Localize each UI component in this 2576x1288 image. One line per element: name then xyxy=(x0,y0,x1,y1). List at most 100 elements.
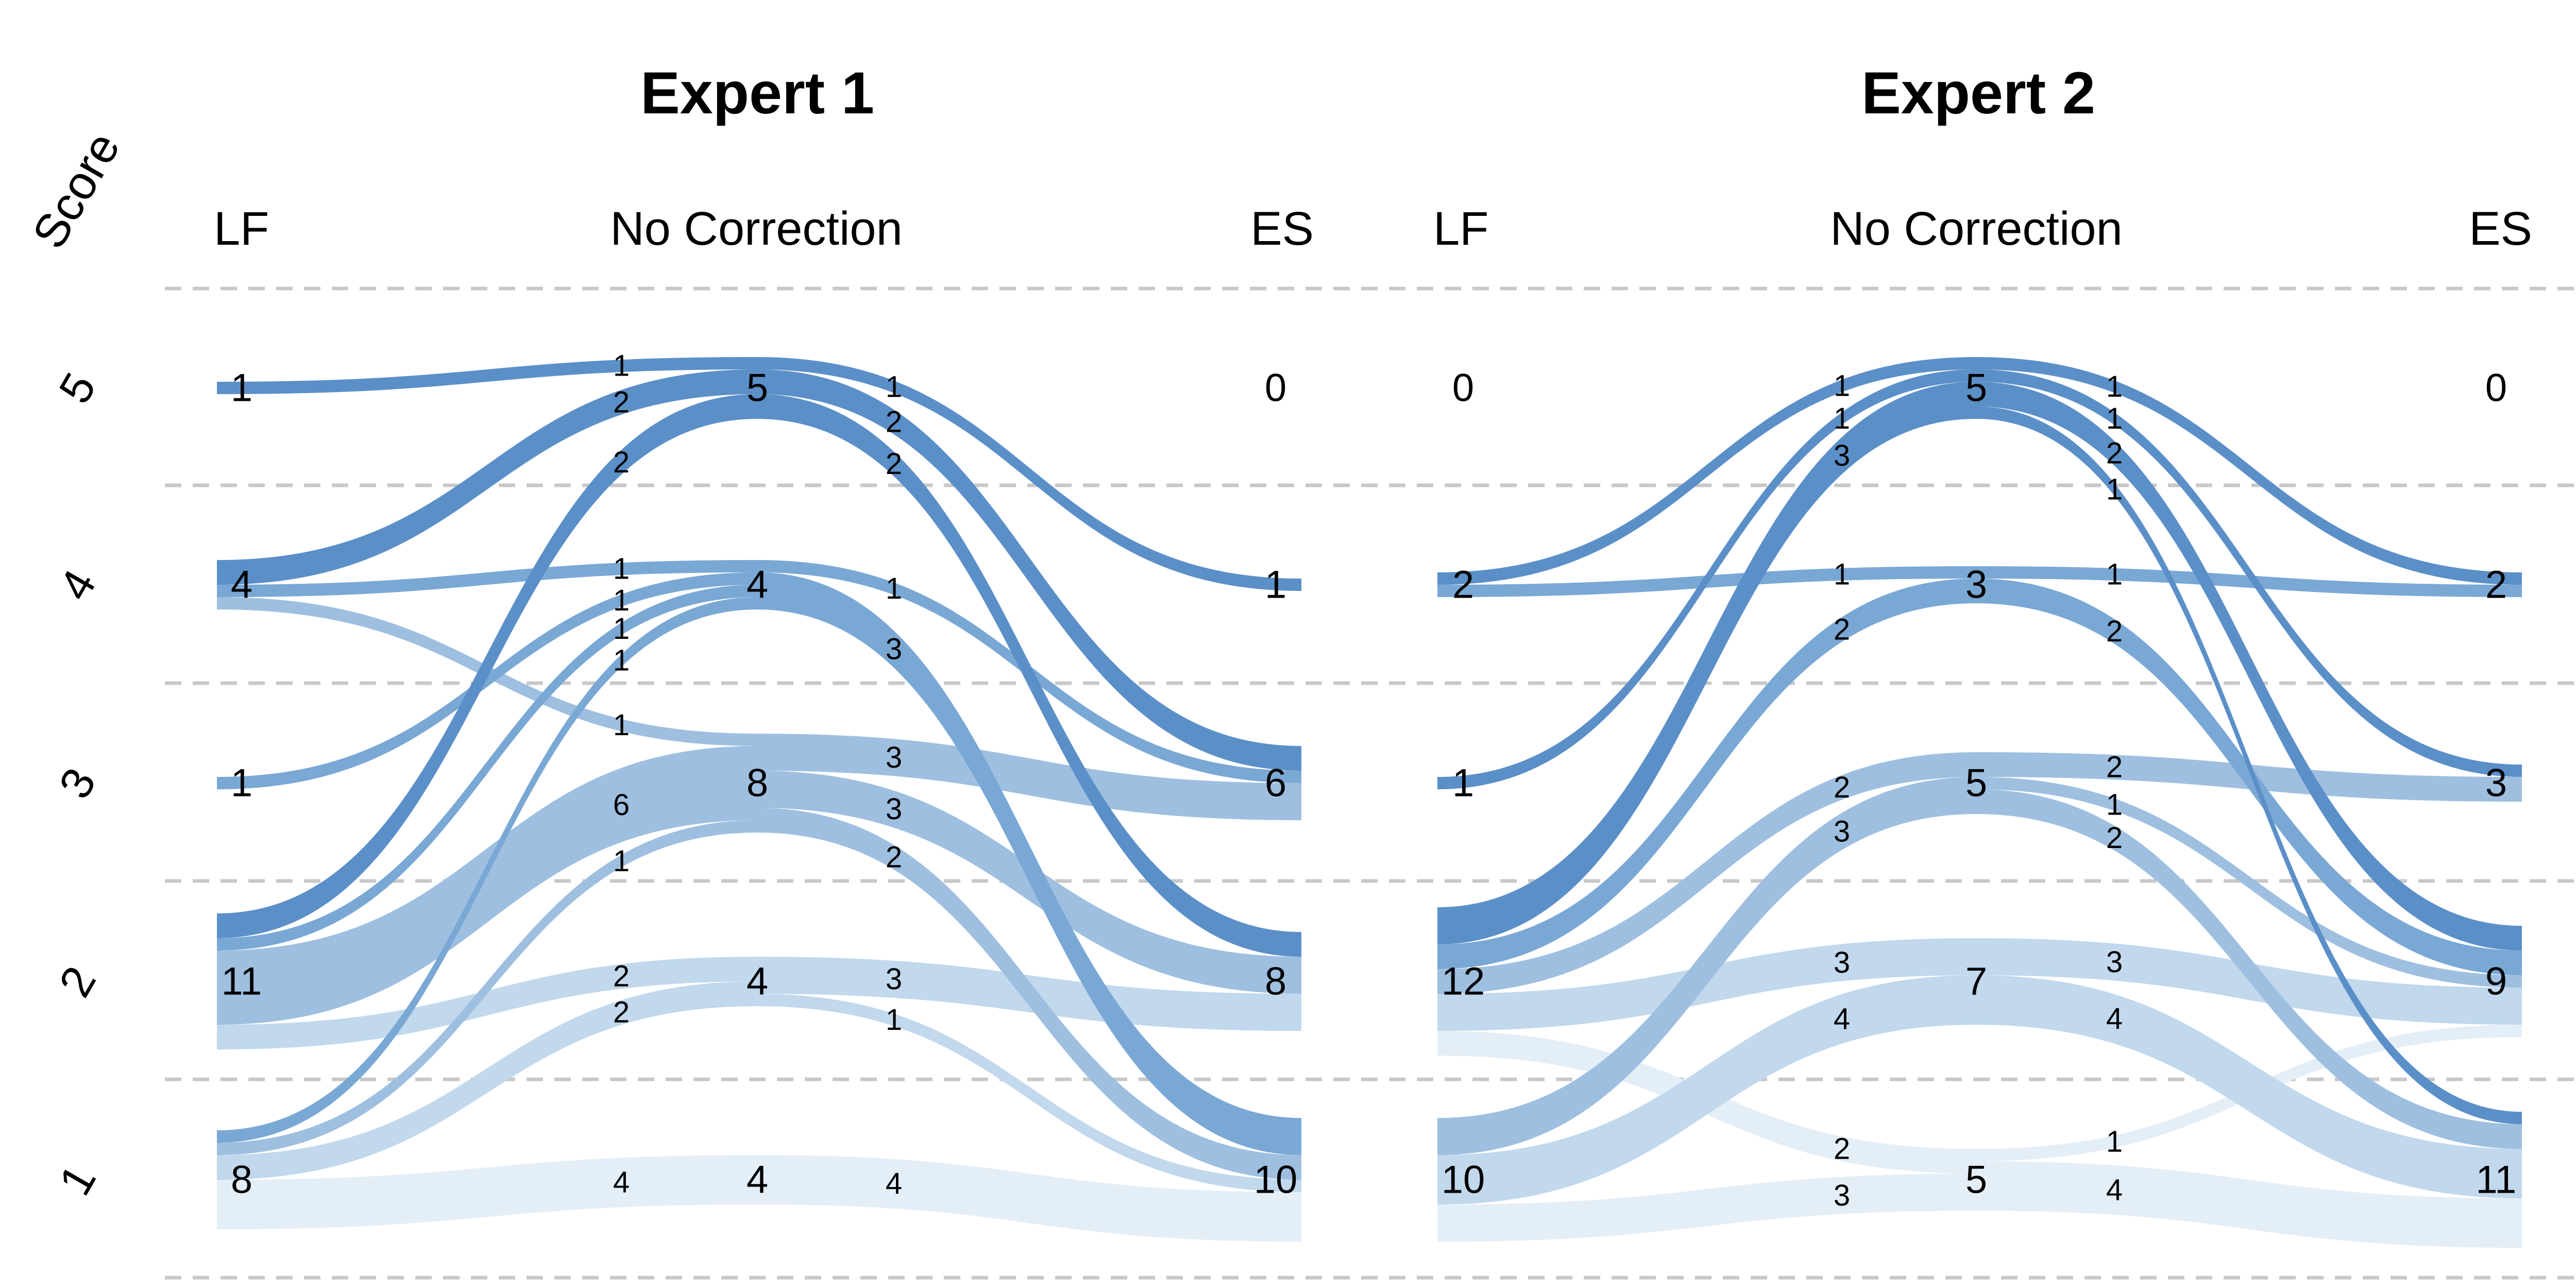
expert-1-col-lf: LF xyxy=(214,202,269,255)
expert-2-right-flow-4-to-4 xyxy=(1976,566,2522,597)
expert-2-nc-node-1: 5 xyxy=(1965,1158,1987,1202)
expert-2-right-flow-label: 2 xyxy=(2106,821,2123,855)
score-label-2: 2 xyxy=(49,958,106,1005)
expert-1-left-flow-label: 1 xyxy=(613,552,630,586)
expert-1-left-flow-label: 6 xyxy=(613,788,630,822)
score-axis-label: Score xyxy=(23,124,130,257)
expert-2-es-node-3: 3 xyxy=(2485,761,2507,805)
expert-1-right-flow-1-to-1 xyxy=(757,1155,1301,1242)
expert-1-left-flow-label: 1 xyxy=(613,844,630,878)
expert-2-right-flow-label: 2 xyxy=(2106,751,2123,784)
expert-1-right-flow-2-to-1 xyxy=(757,994,1301,1192)
expert-1-left-flow-1-to-3 xyxy=(217,820,757,1155)
expert-1-left-flow-label: 4 xyxy=(613,1166,630,1199)
expert-1-left-flow-4-to-4 xyxy=(217,560,757,597)
expert-2-lf-node-2: 12 xyxy=(1442,960,1485,1004)
expert-2-es-node-5: 0 xyxy=(2485,366,2507,410)
expert-2-right-flow-3-to-1 xyxy=(1976,789,2522,1149)
expert-1-right-flow-5-to-3 xyxy=(757,369,1301,771)
expert-1-right-flow-4-to-1 xyxy=(757,572,1301,1155)
expert-1-right-flow-5-to-2 xyxy=(757,394,1301,957)
expert-1-left-flow-2-to-4 xyxy=(217,585,757,951)
expert-1-left-flow-label: 2 xyxy=(613,996,630,1029)
expert-2-left-flow-label: 1 xyxy=(1834,402,1850,435)
expert-2-nc-node-4: 3 xyxy=(1965,563,1987,607)
expert-1-es-node-2: 8 xyxy=(1265,960,1286,1004)
expert-1-left-flow-1-to-1 xyxy=(217,1155,757,1229)
expert-1-right-flow-5-to-4 xyxy=(757,357,1301,591)
expert-1-es-node-3: 6 xyxy=(1265,761,1286,805)
expert-2-lf-node-3: 1 xyxy=(1452,761,1474,805)
expert-2-right-flow-5-to-4 xyxy=(1976,357,2522,585)
expert-2-left-flow-label: 3 xyxy=(1834,815,1850,848)
expert-1-lf-node-2: 11 xyxy=(222,960,262,1004)
expert-2-left-flow-label: 3 xyxy=(1834,946,1850,979)
expert-2-right-flow-label: 1 xyxy=(2106,557,2123,591)
expert-2-left-flow-label: 4 xyxy=(1834,1002,1850,1036)
expert-2-es-node-1: 11 xyxy=(2476,1158,2517,1202)
expert-1-left-flow-label: 1 xyxy=(613,644,630,677)
expert-2-lf-node-4: 2 xyxy=(1452,563,1474,607)
expert-1-es-node-5: 0 xyxy=(1265,366,1286,410)
expert-2-right-flow-label: 4 xyxy=(2106,1002,2123,1036)
expert-1-right-flow-label: 4 xyxy=(886,1167,902,1200)
expert-1-left-flow-label: 1 xyxy=(613,584,630,617)
expert-2-col-es: ES xyxy=(2469,202,2532,255)
expert-1-right-flow-label: 3 xyxy=(886,792,902,826)
expert-2-right-flow-3-to-2 xyxy=(1976,777,2522,988)
expert-1-lf-node-4: 4 xyxy=(231,563,252,607)
expert-1-right-flow-3-to-1 xyxy=(757,808,1301,1180)
expert-1-right-flow-label: 3 xyxy=(886,962,902,996)
expert-1-left-flow-2-to-5 xyxy=(217,394,757,938)
score-label-5: 5 xyxy=(49,364,106,412)
expert-1-right-flow-label: 2 xyxy=(886,840,902,874)
expert-2-right-flow-label: 1 xyxy=(2106,1125,2123,1158)
expert-1-right-flow-label: 1 xyxy=(886,370,902,403)
expert-1-left-flow-2-to-3 xyxy=(217,746,757,1025)
expert-2-lf-node-5: 0 xyxy=(1452,366,1474,410)
expert-2-nc-node-5: 5 xyxy=(1965,366,1987,410)
expert-2-left-flow-3-to-5 xyxy=(1437,369,1976,789)
expert-2-left-flow-label: 1 xyxy=(1834,557,1850,591)
score-label-3: 3 xyxy=(49,759,106,807)
expert-2-left-flow-2-to-3 xyxy=(1437,752,1976,994)
expert-2-right-flow-label: 2 xyxy=(2106,615,2123,648)
expert-1-nc-node-3: 8 xyxy=(747,761,768,805)
expert-2-right-flow-4-to-2 xyxy=(1976,579,2522,975)
expert-2-right-flow-5-to-1 xyxy=(1976,406,2522,1124)
expert-1-nc-node-5: 5 xyxy=(747,366,768,410)
expert-2-left-flow-label: 2 xyxy=(1834,613,1850,646)
expert-2-right-flow-5-to-3 xyxy=(1976,369,2522,777)
expert-1-lf-node-5: 1 xyxy=(231,366,252,410)
expert-2-left-flow-1-to-2 xyxy=(1437,975,1976,1205)
expert-1-left-flow-label: 2 xyxy=(613,960,630,993)
expert-1-left-flow-1-to-2 xyxy=(217,981,757,1180)
expert-1-right-flow-label: 1 xyxy=(886,1003,902,1037)
expert-2-col-no-correction: No Correction xyxy=(1830,202,2123,255)
gridlines xyxy=(165,286,2576,1280)
expert-2-right-flow-label: 1 xyxy=(2106,788,2123,821)
expert-2-lf-node-1: 10 xyxy=(1442,1158,1485,1202)
expert-1-nc-node-1: 4 xyxy=(747,1158,768,1202)
expert-1-right-flow-3-to-3 xyxy=(757,734,1301,820)
expert-1-right-flow-label: 2 xyxy=(886,447,902,481)
expert-1-lf-node-3: 1 xyxy=(231,761,252,805)
score-label-1: 1 xyxy=(49,1156,106,1204)
expert-1-left-flow-4-to-5 xyxy=(217,369,757,585)
expert-1-left-flow-label: 2 xyxy=(613,446,630,479)
expert-2-es-node-4: 2 xyxy=(2485,563,2507,607)
expert-2-right-flow-label: 1 xyxy=(2106,370,2123,403)
expert-1-left-flow-1-to-4 xyxy=(217,597,757,1143)
expert-1-left-flow-3-to-4 xyxy=(217,572,757,789)
expert-1-left-flow-2-to-2 xyxy=(217,957,757,1049)
expert-1-es-node-1: 10 xyxy=(1254,1158,1298,1202)
expert-2-left-flow-2-to-5 xyxy=(1437,382,1976,944)
expert-1-right-flow-label: 2 xyxy=(886,405,902,439)
expert-1-right-flow-label: 1 xyxy=(886,572,902,605)
expert-1-nc-node-2: 4 xyxy=(747,960,768,1004)
expert-1-right-flow-label: 3 xyxy=(886,633,902,666)
expert-1-left-flow-label: 1 xyxy=(613,349,630,383)
expert-2-left-flow-label: 3 xyxy=(1834,1179,1850,1212)
